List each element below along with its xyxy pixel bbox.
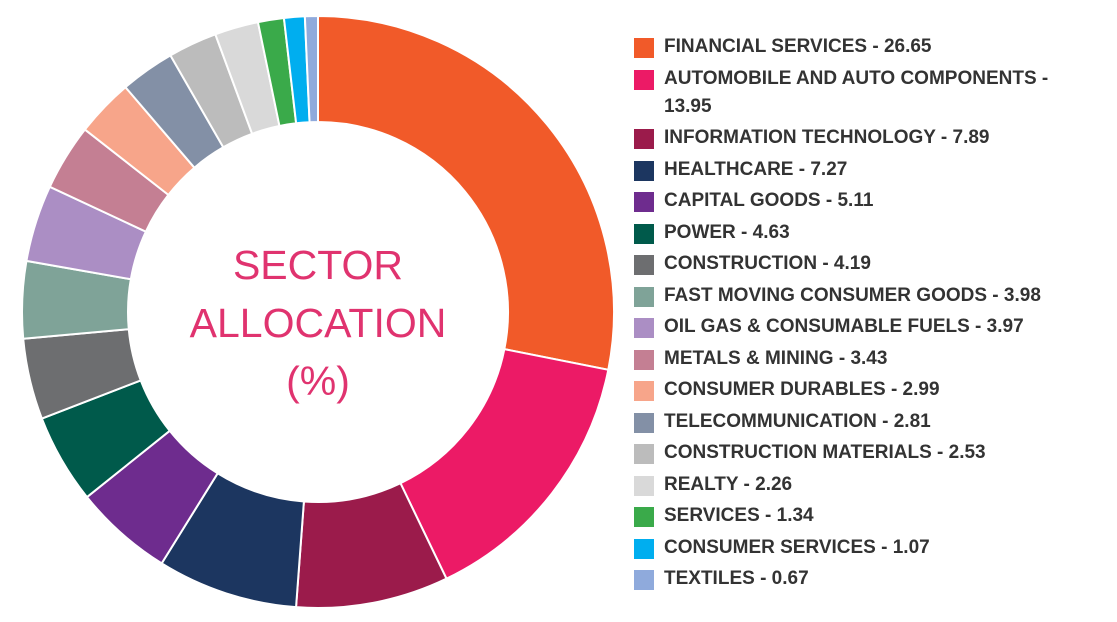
legend-label: CAPITAL GOODS - 5.11 [664,190,874,211]
legend-label: CONSUMER DURABLES - 2.99 [664,379,940,400]
legend-label: HEALTHCARE - 7.27 [664,158,848,180]
legend-item: INFORMATION TECHNOLOGY - 7.89 [634,127,1074,152]
legend-swatch [634,444,654,464]
legend-item: FINANCIAL SERVICES - 26.65 [634,36,1074,61]
legend-label: OIL GAS & CONSUMABLE FUELS - 3.97 [664,316,1024,337]
legend-swatch [634,412,654,433]
legend-swatch [634,349,654,370]
legend-label: TEXTILES - 0.67 [664,568,809,589]
legend-swatch [634,538,654,559]
legend-item: CONSTRUCTION - 4.19 [634,253,1074,278]
legend-swatch [634,38,654,58]
donut [21,14,615,609]
legend-swatch [634,475,654,496]
legend-label: SERVICES - 1.34 [664,505,814,526]
legend-item: CONSTRUCTION MATERIALS - 2.53 [634,442,1074,467]
legend-swatch [634,160,654,181]
legend-swatch [634,192,654,212]
legend-swatch [634,318,654,338]
legend-item: CAPITAL GOODS - 5.11 [634,190,1074,215]
legend-label: INFORMATION TECHNOLOGY - 7.89 [664,127,990,148]
legend-swatch [634,255,654,275]
legend-item: FAST MOVING CONSUMER GOODS - 3.98 [634,285,1074,310]
legend-label: POWER - 4.63 [664,221,790,243]
legend-label: FINANCIAL SERVICES - 26.65 [664,36,932,57]
donut-segment [317,14,615,372]
legend-swatch [634,286,654,307]
legend-item: METALS & MINING - 3.43 [634,348,1074,373]
legend-swatch [634,223,654,244]
legend-label: CONSUMER SERVICES - 1.07 [664,536,930,558]
legend-item: SERVICES - 1.34 [634,505,1074,530]
legend-label: TELECOMMUNICATION - 2.81 [664,410,931,432]
legend-item: TEXTILES - 0.67 [634,568,1074,593]
donut-segment [303,14,319,124]
legend-item: HEALTHCARE - 7.27 [634,159,1074,184]
legend-swatch [634,507,654,527]
legend-label: REALTY - 2.26 [664,473,793,495]
legend-label: AUTOMOBILE AND AUTO COMPONENTS - 13.95 [664,67,1049,117]
legend-item: AUTOMOBILE AND AUTO COMPONENTS - 13.95 [634,68,1074,121]
legend-swatch [634,570,654,590]
chart-title: SECTOR ALLOCATION (%) [189,242,447,404]
legend-item: OIL GAS & CONSUMABLE FUELS - 3.97 [634,316,1074,341]
legend-label: CONSTRUCTION - 4.19 [664,253,871,274]
legend-swatch [634,69,654,90]
legend-item: REALTY - 2.26 [634,474,1074,499]
legend-item: CONSUMER DURABLES - 2.99 [634,379,1074,404]
legend-item: TELECOMMUNICATION - 2.81 [634,411,1074,436]
legend-label: CONSTRUCTION MATERIALS - 2.53 [664,442,986,463]
legend-item: POWER - 4.63 [634,222,1074,247]
legend-swatch [634,381,654,401]
legend: FINANCIAL SERVICES - 26.65 AUTOMOBILE AND… [634,36,1074,600]
legend-label: METALS & MINING - 3.43 [664,347,888,369]
legend-swatch [634,129,654,149]
legend-item: CONSUMER SERVICES - 1.07 [634,537,1074,562]
legend-label: FAST MOVING CONSUMER GOODS - 3.98 [664,284,1041,306]
